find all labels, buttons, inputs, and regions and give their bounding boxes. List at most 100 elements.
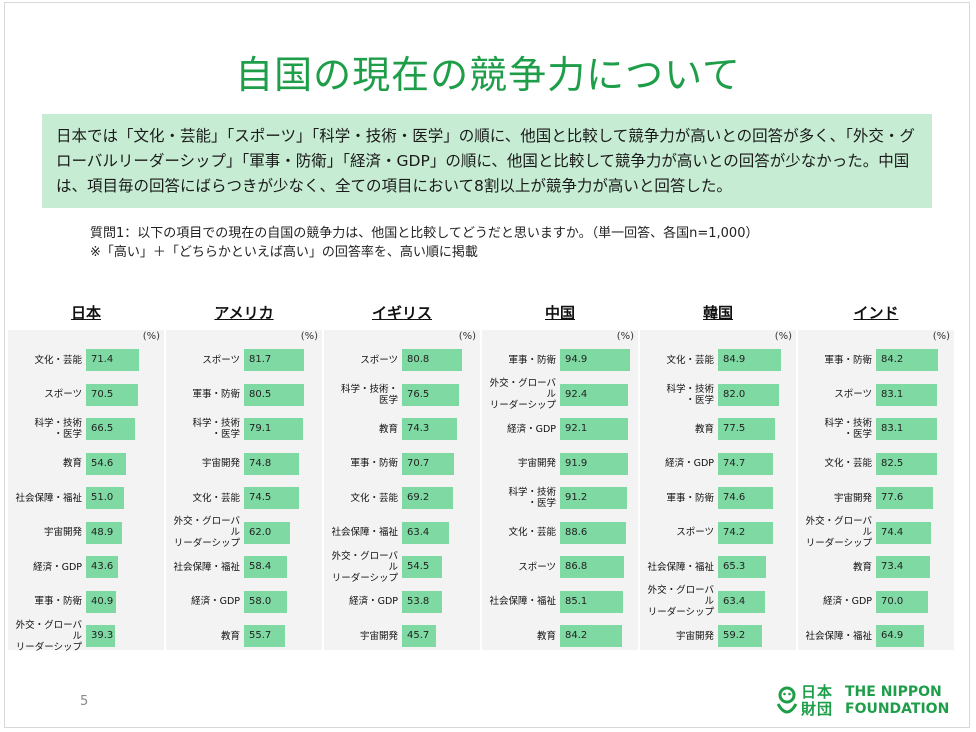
category-label: 宇宙開発	[201, 458, 240, 469]
value-label: 70.5	[91, 388, 114, 400]
question-line-2: ※「高い」＋「どちらかといえば高い」の回答率を、高い順に掲載	[90, 245, 478, 260]
category-label: 科学・技術・医学	[824, 418, 872, 440]
value-label: 74.7	[723, 457, 746, 469]
bar	[718, 383, 779, 406]
category-label: 宇宙開発	[675, 630, 714, 642]
category-label: 文化・芸能	[508, 527, 556, 538]
bar	[876, 452, 938, 475]
bar-row: 教育 73.4	[798, 551, 954, 583]
bar-row: 科学・技術 ・医学 83.1	[798, 413, 954, 445]
page-number: 5	[80, 694, 89, 709]
category-label: 教育	[852, 561, 872, 573]
chart-country-title: イギリス	[371, 304, 432, 322]
bar	[402, 452, 455, 475]
bar	[86, 521, 123, 544]
chart-country-title: 中国	[544, 304, 575, 322]
category-label: 宇宙開発	[359, 630, 398, 642]
bar-row: 軍事・防衛 94.9	[482, 344, 638, 376]
bar-row: 社会保障・福祉 58.4	[166, 551, 322, 583]
bar-row: 経済・GDP 92.1	[482, 413, 638, 445]
bar	[560, 521, 626, 544]
bar-row: 外交・グローバル リーダーシップ 92.4	[482, 378, 638, 411]
value-label: 69.2	[407, 492, 430, 503]
bar	[876, 625, 925, 647]
category-label: 軍事・防衛	[34, 596, 82, 607]
unit-label: (%)	[616, 331, 634, 342]
bar	[86, 625, 116, 647]
value-label: 84.2	[881, 354, 904, 365]
value-label: 55.7	[249, 630, 272, 641]
value-label: 80.5	[249, 388, 272, 400]
category-label: 宇宙開発	[517, 458, 556, 469]
bar-row: 宇宙開発 48.9	[8, 517, 164, 549]
category-label: 社会保障・福祉	[331, 527, 398, 538]
bar	[402, 556, 443, 578]
bar-row: 科学・技術 ・医学 82.0	[640, 379, 796, 411]
value-label: 77.6	[881, 492, 904, 503]
bar-row: 経済・GDP 58.0	[166, 586, 322, 618]
category-label: 軍事・防衛	[350, 458, 398, 469]
bar	[560, 383, 629, 406]
bar-row: 教育 77.5	[640, 413, 796, 445]
bar	[718, 349, 781, 371]
value-label: 76.5	[407, 388, 430, 400]
value-label: 83.1	[881, 423, 904, 434]
category-label: 軍事・防衛	[508, 354, 556, 366]
bar-row: 社会保障・福祉 85.1	[482, 586, 638, 618]
chart-country-title: アメリカ	[214, 304, 274, 322]
category-label: 軍事・防衛	[192, 389, 240, 400]
foundation-mark-icon	[776, 686, 798, 714]
bar	[876, 349, 939, 371]
bar	[244, 625, 286, 647]
value-label: 82.5	[881, 457, 904, 469]
bar	[560, 349, 631, 371]
category-label: 宇宙開発	[833, 492, 872, 504]
bar	[244, 349, 305, 371]
bar-row: 宇宙開発 74.8	[166, 448, 322, 480]
bar-row: スポーツ 86.8	[482, 551, 638, 583]
bar	[718, 452, 774, 475]
category-label: 社会保障・福祉	[489, 596, 556, 607]
bar	[402, 349, 462, 371]
value-label: 81.7	[249, 354, 272, 365]
bar	[86, 383, 139, 406]
category-label: 軍事・防衛	[824, 354, 872, 366]
value-label: 65.3	[723, 561, 746, 572]
bar	[718, 418, 776, 440]
bar-row: 軍事・防衛 84.2	[798, 344, 954, 376]
category-label: 文化・芸能	[350, 492, 398, 504]
category-label: スポーツ	[202, 354, 240, 366]
bar	[244, 418, 303, 440]
category-label: 科学・技術・医学	[192, 418, 240, 440]
summary-box: 日本では「文化・芸能」「スポーツ」「科学・技術・医学」の順に、他国と比較して競争…	[42, 114, 932, 208]
logo-jp-line-1: 日本	[801, 683, 834, 701]
bar-row: 教育 54.6	[8, 448, 164, 480]
value-label: 43.6	[91, 561, 114, 572]
category-label: 科学・技術・医学	[340, 383, 398, 406]
logo-japanese: 日本 財団	[801, 684, 841, 718]
bar	[560, 625, 623, 647]
bar-row: 社会保障・福祉 64.9	[798, 620, 954, 652]
category-label: 社会保障・福祉	[805, 630, 872, 642]
bar	[244, 556, 288, 578]
value-label: 58.4	[249, 561, 272, 572]
bar-row: 外交・グローバル リーダーシップ 54.5	[324, 551, 480, 584]
bar	[876, 487, 934, 509]
value-label: 94.9	[565, 354, 588, 365]
category-label: スポーツ	[360, 354, 398, 366]
bar-row: 文化・芸能 74.5	[166, 482, 322, 514]
bar-row: 社会保障・福祉 65.3	[640, 551, 796, 583]
chart-country-title: 韓国	[702, 304, 733, 322]
chart-panel: イギリス (%) スポーツ 80.8 科学・技術・ 医学 76.5 教育 74.3 軍事・防衛 70…	[324, 300, 480, 650]
category-label: 経済・GDP	[665, 458, 714, 469]
bar-row: 科学・技術 ・医学 79.1	[166, 413, 322, 445]
bar-row: 経済・GDP 70.0	[798, 586, 954, 618]
value-label: 73.4	[881, 561, 904, 572]
bar	[402, 418, 457, 440]
value-label: 88.6	[565, 526, 588, 538]
bar	[86, 590, 117, 613]
value-label: 54.6	[91, 457, 114, 469]
value-label: 53.8	[407, 595, 430, 607]
bar-row: 宇宙開発 59.2	[640, 620, 796, 652]
category-label: 外交・グローバル リーダーシップ	[15, 619, 82, 653]
